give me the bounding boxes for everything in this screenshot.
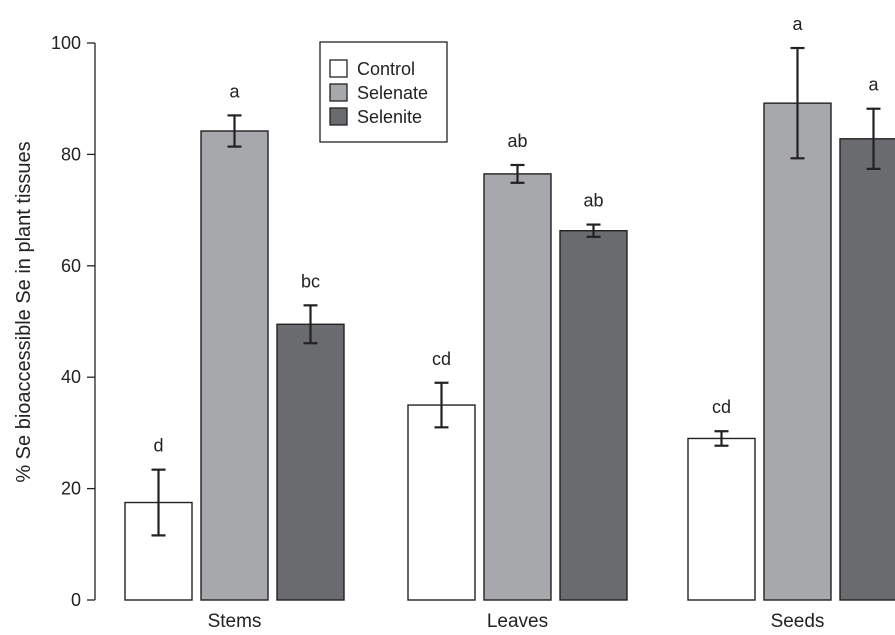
x-category-label: Stems (208, 611, 262, 630)
legend-swatch (329, 107, 348, 126)
legend-swatch (329, 59, 348, 78)
y-tick-label: 40 (61, 367, 81, 387)
legend-label: Selenate (357, 83, 428, 103)
significance-label: cd (712, 397, 731, 417)
y-tick-label: 20 (61, 479, 81, 499)
significance-label: ab (507, 131, 527, 151)
y-tick-label: 60 (61, 256, 81, 276)
y-tick-label: 0 (71, 590, 81, 610)
legend-swatch (329, 83, 348, 102)
bar-selenate-stems (200, 130, 269, 601)
bars (124, 102, 895, 601)
bar-selenite-stems (276, 323, 345, 601)
significance-labels: d a bc cd ab ab cd a a (153, 14, 879, 456)
bar-selenite-leaves (559, 230, 628, 601)
y-tick-label: 80 (61, 144, 81, 164)
x-category-label: Seeds (771, 611, 825, 630)
significance-label: cd (432, 349, 451, 369)
y-axis-label: % Se bioaccessible Se in plant tissues (13, 141, 35, 482)
y-tick-label: 100 (51, 33, 81, 53)
legend: Control Selenate Selenite (319, 41, 448, 143)
significance-label: d (153, 436, 163, 456)
significance-label: ab (583, 191, 603, 211)
bar-control-seeds (687, 437, 756, 601)
bar-selenite-seeds (839, 138, 895, 601)
error-bars (151, 46, 881, 537)
significance-label: a (229, 81, 240, 101)
legend-label: Control (357, 59, 415, 79)
significance-label: a (792, 14, 803, 34)
bar-selenate-seeds (763, 102, 832, 601)
bar-selenate-leaves (483, 173, 552, 601)
x-category-label: Leaves (487, 611, 548, 630)
axes: 0 20 40 60 80 100 Stems Leaves Seeds (51, 33, 825, 632)
legend-label: Selenite (357, 107, 422, 127)
bar-control-leaves (407, 404, 476, 601)
significance-label: a (868, 75, 879, 95)
significance-label: bc (301, 271, 320, 291)
